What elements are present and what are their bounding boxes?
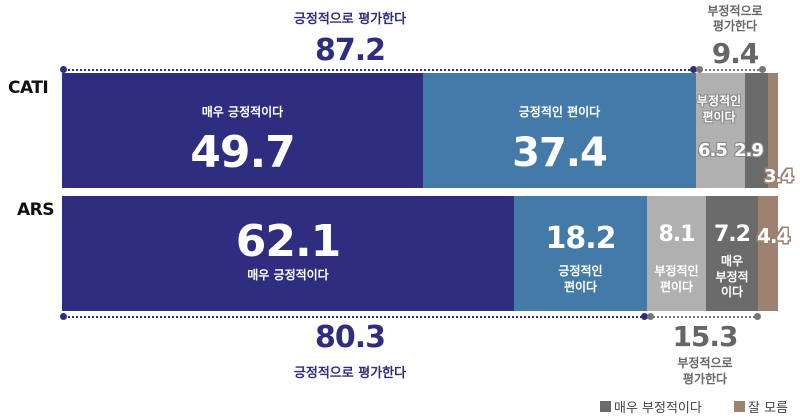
ars-very-negative-segment: 7.2 매우 부정적 이다 — [706, 196, 758, 311]
ars-negative-label: 부정적인 편이다 — [647, 264, 706, 295]
cati-positive-segment: 긍정적인 편이다 37.4 — [423, 73, 696, 188]
ars-very-positive-value: 62.1 — [235, 216, 342, 267]
cati-negative-bracket-start — [696, 66, 703, 73]
cati-very-positive-label: 매우 긍정적이다 — [201, 105, 284, 119]
ars-negative-value: 8.1 — [658, 222, 696, 247]
legend-very-negative-label: 매우 부정적이다 — [614, 401, 702, 416]
ars-positive-bracket-end — [641, 313, 648, 320]
cati-negative-bracket-end — [759, 66, 766, 73]
cati-bar: 매우 긍정적이다 49.7 긍정적인 편이다 37.4 — [62, 73, 778, 188]
ars-very-positive-label: 매우 긍정적이다 — [247, 268, 329, 282]
ars-negative-total-label-line2: 평가한다 — [682, 371, 728, 386]
ars-positive-label-line2: 편이다 — [563, 279, 598, 294]
cati-positive-bracket — [64, 69, 694, 71]
cati-very-negative-segment — [745, 73, 768, 188]
legend-unknown-label: 잘 모름 — [748, 401, 789, 416]
cati-negative-total-value: 9.4 — [711, 37, 760, 70]
cati-positive-value: 37.4 — [512, 130, 608, 176]
ars-positive-total-label: 긍정적으로 평가한다 — [293, 366, 407, 381]
cati-very-positive-value: 49.7 — [190, 127, 296, 178]
ars-positive-label-line1: 긍정적인 — [558, 264, 603, 278]
cati-positive-bracket-start — [60, 66, 67, 73]
cati-positive-total-label: 긍정적으로 평가한다 — [293, 12, 407, 27]
cati-unknown-segment — [768, 73, 778, 188]
ars-negative-label-line1: 부정적인 — [654, 264, 699, 278]
ars-negative-segment: 8.1 부정적인 편이다 — [647, 196, 706, 311]
row-label-cati: CATI — [8, 78, 49, 98]
ars-negative-bracket-end — [754, 313, 761, 320]
cati-positive-bracket-end — [690, 66, 697, 73]
ars-very-negative-label: 매우 부정적 이다 — [706, 254, 758, 301]
ars-negative-bracket — [650, 316, 758, 318]
ars-unknown-value: 4.4 — [757, 224, 790, 248]
row-label-ars: ARS — [17, 200, 55, 220]
ars-very-negative-label-line2: 부정적 — [715, 269, 749, 284]
cati-positive-label: 긍정적인 편이다 — [518, 105, 601, 119]
ars-bar: 62.1 매우 긍정적이다 18.2 긍정적인 편이다 8.1 부정적인 편이다… — [62, 196, 778, 311]
ars-positive-segment: 18.2 긍정적인 편이다 — [514, 196, 647, 311]
ars-negative-total-label-line1: 부정적으로 — [677, 356, 733, 370]
legend-very-negative: 매우 부정적이다 — [600, 397, 702, 416]
cati-negative-total-label-line1: 부정적으로 — [707, 4, 763, 18]
cati-negative-total-label-line2: 평가한다 — [712, 19, 758, 33]
cati-negative-label: 부정적인 편이다 — [688, 94, 750, 125]
cati-unknown-value: 3.4 — [764, 166, 794, 187]
ars-very-negative-label-line3: 이다 — [720, 285, 744, 300]
cati-negative-segment — [696, 73, 745, 188]
ars-positive-bracket — [64, 316, 642, 318]
legend-unknown: 잘 모름 — [734, 397, 788, 416]
ars-positive-value: 18.2 — [545, 221, 616, 256]
ars-negative-bracket-start — [647, 313, 654, 320]
cati-very-negative-value: 2.9 — [734, 140, 764, 161]
legend-swatch-unknown-icon — [734, 401, 745, 412]
ars-very-positive-segment: 62.1 매우 긍정적이다 — [62, 196, 514, 311]
ars-negative-label-line2: 편이다 — [659, 279, 694, 294]
ars-positive-total-value: 80.3 — [314, 320, 386, 355]
ars-negative-total-label: 부정적으로 평가한다 — [655, 356, 755, 387]
cati-negative-value: 6.5 — [698, 140, 728, 161]
cati-negative-label-line1: 부정적인 — [696, 94, 742, 108]
ars-very-negative-value: 7.2 — [714, 222, 751, 247]
ars-unknown-segment — [758, 196, 778, 311]
cati-negative-label-line2: 편이다 — [702, 109, 736, 124]
ars-positive-label: 긍정적인 편이다 — [514, 264, 647, 295]
cati-positive-total-value: 87.2 — [314, 33, 386, 68]
ars-positive-bracket-start — [60, 313, 67, 320]
cati-negative-bracket — [698, 69, 762, 71]
cati-very-positive-segment: 매우 긍정적이다 49.7 — [62, 73, 423, 188]
legend-swatch-very-negative-icon — [600, 401, 611, 412]
ars-very-negative-label-line1: 매우 — [720, 254, 744, 268]
cati-negative-total-label: 부정적으로 평가한다 — [690, 4, 780, 34]
ars-negative-total-value: 15.3 — [672, 320, 738, 353]
